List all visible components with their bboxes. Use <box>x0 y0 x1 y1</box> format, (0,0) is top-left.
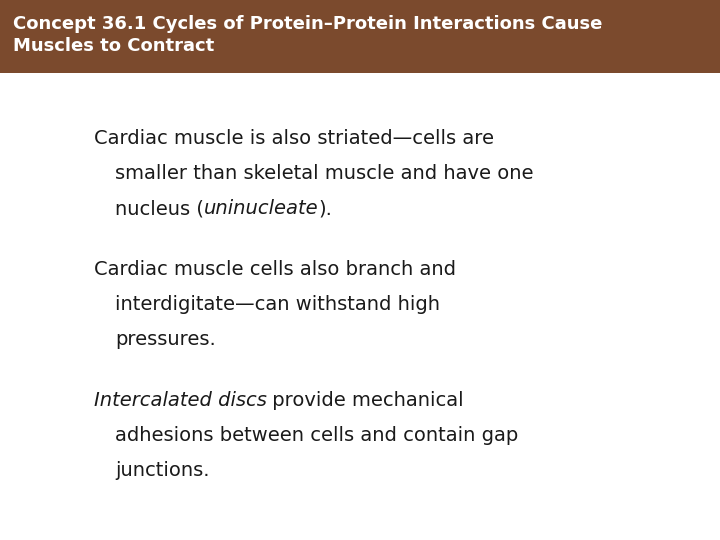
Text: Cardiac muscle cells also branch and: Cardiac muscle cells also branch and <box>94 260 456 279</box>
Text: Intercalated discs: Intercalated discs <box>94 390 266 409</box>
Text: Cardiac muscle is also striated—cells are: Cardiac muscle is also striated—cells ar… <box>94 129 494 148</box>
Text: adhesions between cells and contain gap: adhesions between cells and contain gap <box>115 426 518 444</box>
Text: Concept 36.1 Cycles of Protein–Protein Interactions Cause
Muscles to Contract: Concept 36.1 Cycles of Protein–Protein I… <box>13 15 603 56</box>
Text: smaller than skeletal muscle and have one: smaller than skeletal muscle and have on… <box>115 164 534 183</box>
Text: uninucleate: uninucleate <box>204 199 319 218</box>
Text: ).: ). <box>319 199 333 218</box>
Text: nucleus (: nucleus ( <box>115 199 204 218</box>
Text: junctions.: junctions. <box>115 461 210 480</box>
Text: pressures.: pressures. <box>115 330 216 349</box>
Text: interdigitate—can withstand high: interdigitate—can withstand high <box>115 295 440 314</box>
Text: provide mechanical: provide mechanical <box>266 390 464 409</box>
